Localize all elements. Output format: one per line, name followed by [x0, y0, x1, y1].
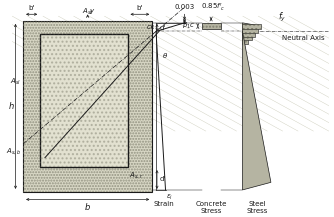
- Text: $\varphi_1$: $\varphi_1$: [72, 104, 81, 113]
- Text: $\varepsilon_i$: $\varepsilon_i$: [166, 193, 174, 202]
- Bar: [242, 38, 248, 44]
- Text: $0.85f'_c$: $0.85f'_c$: [201, 2, 225, 13]
- Text: $A_{s,r}$: $A_{s,r}$: [130, 170, 144, 180]
- Polygon shape: [242, 31, 271, 190]
- Polygon shape: [242, 24, 262, 30]
- Bar: [202, 23, 220, 29]
- Bar: [23, 21, 152, 192]
- Text: c: c: [147, 24, 150, 30]
- Text: b': b': [137, 5, 143, 12]
- Bar: [23, 21, 152, 192]
- Text: $f_y$: $f_y$: [278, 11, 286, 24]
- Bar: [40, 34, 128, 167]
- Text: Steel
Stress: Steel Stress: [246, 201, 268, 214]
- Text: b: b: [85, 203, 91, 212]
- Bar: [202, 23, 220, 29]
- Text: Concrete
Stress: Concrete Stress: [195, 201, 227, 214]
- Text: d': d': [160, 25, 166, 31]
- Polygon shape: [242, 38, 248, 44]
- Text: $A_{sl}$: $A_{sl}$: [10, 77, 21, 87]
- Text: Strain: Strain: [153, 201, 174, 207]
- Polygon shape: [242, 35, 252, 40]
- Text: Neutral Axis: Neutral Axis: [283, 35, 325, 41]
- Text: $\theta$: $\theta$: [162, 51, 168, 60]
- Text: $A_{st}$: $A_{st}$: [82, 7, 94, 17]
- Bar: [242, 35, 252, 40]
- Text: $\varphi_2$: $\varphi_2$: [75, 111, 85, 120]
- Bar: [242, 24, 262, 30]
- Text: h: h: [8, 102, 14, 111]
- Polygon shape: [242, 31, 255, 37]
- Text: d': d': [160, 176, 166, 182]
- Text: b': b': [28, 5, 35, 12]
- Text: P: P: [78, 94, 82, 100]
- Polygon shape: [242, 23, 259, 34]
- Text: G: G: [87, 96, 92, 102]
- Bar: [242, 31, 255, 37]
- Text: y: y: [90, 8, 94, 15]
- Text: $\beta_1 c$: $\beta_1 c$: [182, 21, 196, 31]
- Polygon shape: [242, 27, 258, 33]
- Text: $A_{s,b}$: $A_{s,b}$: [6, 146, 21, 156]
- Text: 0.003: 0.003: [174, 3, 195, 10]
- Bar: [40, 34, 128, 167]
- Bar: [242, 27, 258, 33]
- Text: x: x: [101, 108, 105, 114]
